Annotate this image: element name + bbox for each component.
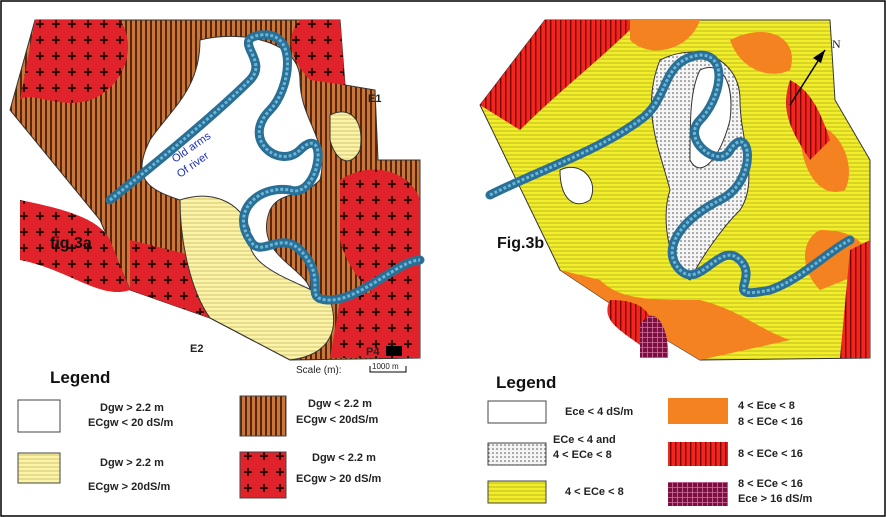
map-shape bbox=[240, 396, 286, 436]
map-shape bbox=[668, 398, 728, 424]
legend-item: 8 < ECe < 16 bbox=[738, 478, 803, 490]
map-shape bbox=[488, 481, 546, 503]
north-label: N bbox=[832, 37, 841, 51]
legend-item: 8 < ECe < 16 bbox=[738, 416, 803, 428]
legend-item: ECgw > 20dS/m bbox=[88, 481, 170, 493]
map-shape bbox=[668, 442, 728, 466]
legend-3a: Legend Dgw > 2.2 m ECgw < 20 dS/m Dgw > … bbox=[18, 368, 381, 498]
legend-item: 4 < Ece < 8 bbox=[738, 400, 795, 412]
map-shape bbox=[18, 453, 60, 483]
legend-title: Legend bbox=[50, 368, 110, 387]
legend-item: Dgw < 2.2 m bbox=[312, 452, 376, 464]
legend-item: Ece < 4 dS/m bbox=[565, 406, 633, 418]
legend-title: Legend bbox=[496, 373, 556, 392]
legend-item: 8 < ECe < 16 bbox=[738, 448, 803, 460]
scale-bar-label: 1000 m bbox=[372, 362, 399, 371]
legend-item: Dgw < 2.2 m bbox=[308, 398, 372, 410]
figure-label: Fig.3b bbox=[497, 235, 544, 252]
point-label: E1 bbox=[368, 93, 381, 105]
map-3b: Fig.3b N bbox=[480, 20, 870, 360]
map-shape bbox=[488, 443, 546, 465]
point-label: P4 bbox=[366, 346, 380, 358]
legend-item: Ece > 16 dS/m bbox=[738, 493, 813, 505]
legend-item: ECe < 4 and bbox=[553, 434, 616, 446]
legend-item: ECgw < 20 dS/m bbox=[88, 417, 173, 429]
legend-item: Dgw > 2.2 m bbox=[100, 457, 164, 469]
map-shape bbox=[668, 482, 728, 506]
legend-item: ECgw < 20dS/m bbox=[296, 414, 378, 426]
figure: Old arms Of river E1 E2 P4 fig.3a Scale … bbox=[0, 0, 886, 517]
point-marker bbox=[386, 346, 402, 356]
legend-item: ECgw > 20 dS/m bbox=[296, 473, 381, 485]
legend-item: 4 < ECe < 8 bbox=[565, 486, 624, 498]
legend-item: Dgw > 2.2 m bbox=[100, 402, 164, 414]
legend-item: 4 < ECe < 8 bbox=[553, 449, 612, 461]
figure-label: fig.3a bbox=[50, 235, 92, 252]
map-3a: Old arms Of river E1 E2 P4 fig.3a Scale … bbox=[10, 20, 420, 376]
scale-label: Scale (m): bbox=[296, 365, 342, 376]
map-shape bbox=[18, 400, 60, 432]
map-shape bbox=[240, 452, 286, 498]
map-shape bbox=[488, 401, 546, 423]
point-label: E2 bbox=[190, 343, 203, 355]
legend-3b: Legend Ece < 4 dS/m ECe < 4 and 4 < ECe … bbox=[488, 373, 813, 506]
